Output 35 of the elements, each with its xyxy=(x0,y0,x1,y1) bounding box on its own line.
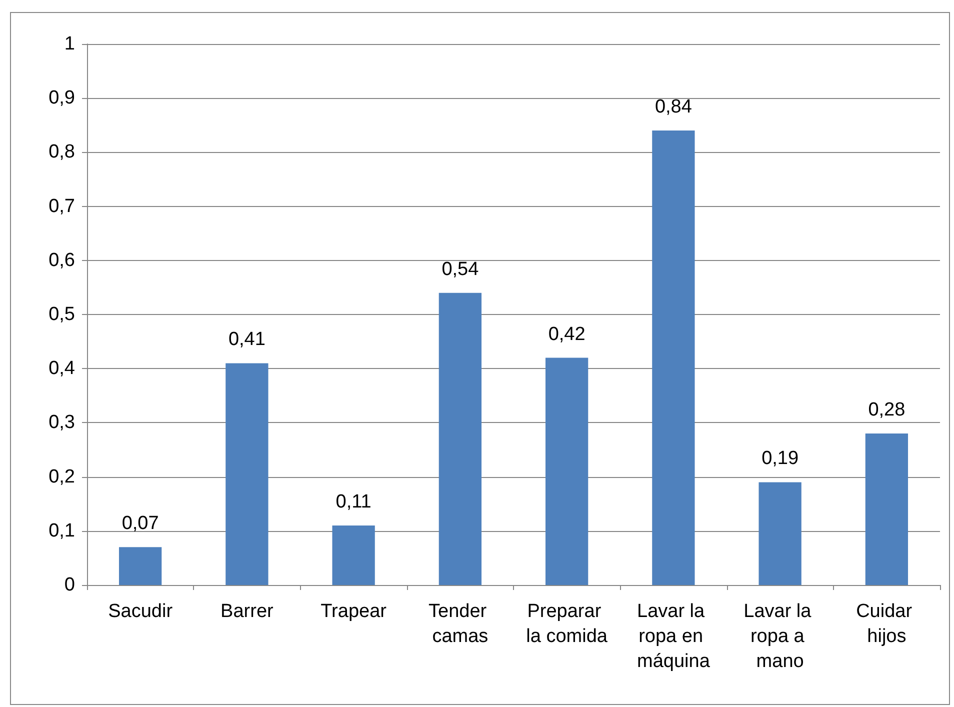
y-tick-label: 0,4 xyxy=(48,358,76,380)
bar xyxy=(758,482,802,585)
bar xyxy=(118,547,162,585)
bar xyxy=(545,358,588,585)
data-label: 0,19 xyxy=(762,448,799,470)
data-label: 0,54 xyxy=(442,258,480,280)
data-label: 0,41 xyxy=(228,329,266,350)
data-label: 0,07 xyxy=(122,513,159,534)
bar xyxy=(226,363,268,585)
y-tick-label: 0,1 xyxy=(48,520,75,542)
y-tick-label: 0,9 xyxy=(48,88,75,109)
y-tick-label: 0,6 xyxy=(48,250,75,271)
y-tick-label: 0,2 xyxy=(48,466,75,488)
x-tick-label: Lavar la ropa en máquina xyxy=(636,601,710,672)
x-tick-label: Trapear xyxy=(320,601,388,622)
bar xyxy=(652,130,695,585)
data-label: 0,42 xyxy=(548,324,586,345)
data-label: 0,28 xyxy=(868,400,906,421)
x-tick-label: Lavar la ropa a mano xyxy=(744,601,816,672)
x-tick-label: Tender camas xyxy=(428,601,492,647)
x-tick-label: Barrer xyxy=(220,601,274,622)
y-tick-label: 0,8 xyxy=(48,142,75,163)
y-tick-label: 0 xyxy=(64,574,75,596)
bar xyxy=(438,292,482,585)
y-tick-label: 0,5 xyxy=(48,304,75,325)
bar xyxy=(865,434,908,585)
bar xyxy=(332,525,375,585)
x-tick-label: Preparar la comida xyxy=(526,601,608,647)
y-tick-label: 0,7 xyxy=(48,196,75,217)
data-label: 0,11 xyxy=(336,491,372,512)
x-tick-label: Cuidar hijos xyxy=(856,601,918,647)
x-tick-label: Sacudir xyxy=(108,601,174,622)
y-tick-label: 0,3 xyxy=(48,412,75,434)
y-tick-label: 1 xyxy=(64,34,75,54)
data-label: 0,84 xyxy=(654,96,692,118)
